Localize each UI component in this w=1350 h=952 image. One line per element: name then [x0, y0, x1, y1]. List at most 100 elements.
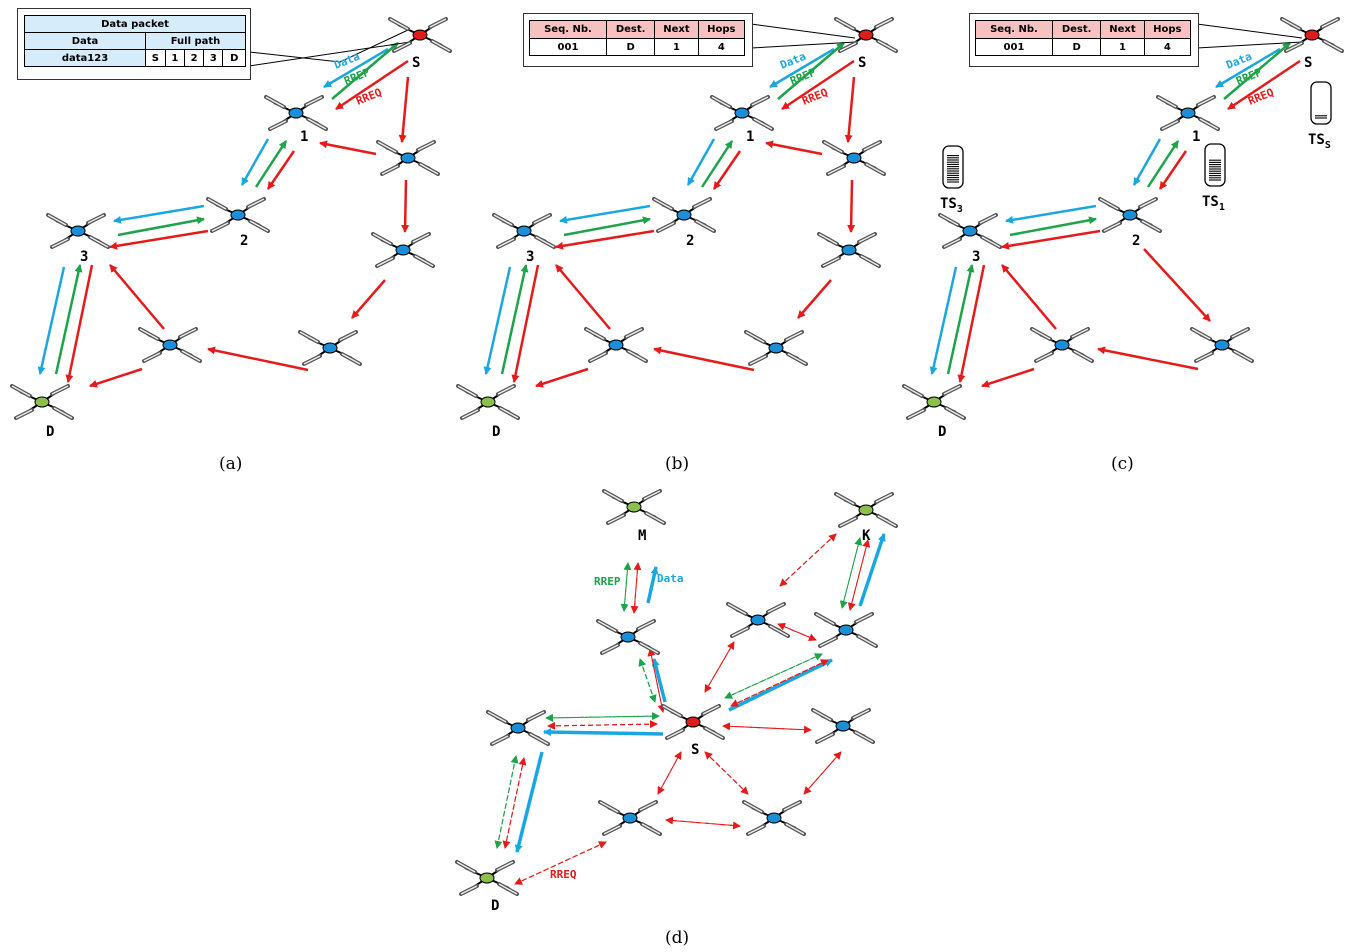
panel-a-drone-dest: [10, 384, 74, 420]
panel-d-drone-dest-k: [834, 492, 898, 528]
buffer-ts-s-label: TSS: [1308, 132, 1331, 151]
panel-d-rreq-arrow-back: [722, 722, 812, 731]
panel-c-drone-relay: [938, 213, 1002, 249]
panel-c-rreq-arrow: [1158, 150, 1188, 190]
panel-d-drone-dest-k-body: [858, 504, 874, 516]
panel-b-rrep-arrow: [563, 216, 651, 237]
cell-seq: 001: [975, 38, 1053, 56]
panel-a-rreq-arrow: [319, 140, 377, 156]
hdr-hops: Hops: [1143, 20, 1192, 39]
panel-d-rrep-arrow-back: [839, 537, 861, 609]
panel-d-rrep-arrow-back: [639, 658, 657, 703]
edges-layer: [37, 23, 1303, 885]
panel-a-rrep-arrow: [254, 140, 288, 188]
panel-b-rreq-label: RREQ: [800, 86, 830, 108]
buffer-ts-1-label: TS1: [1202, 194, 1225, 213]
panel-a-node-label: 3: [80, 249, 88, 265]
panel-b-rreq-arrow: [797, 279, 832, 319]
panel-b-rrep-arrow: [700, 140, 734, 188]
panel-d-drone-source-body: [685, 716, 701, 728]
panel-c-node-label: 1: [1192, 129, 1200, 145]
panel-c-data-arrow: [1215, 47, 1281, 89]
panel-c-rreq-arrow: [1001, 264, 1057, 330]
panel-d-rreq-arrow-back: [665, 816, 741, 827]
panel-a-rreq-arrow: [401, 179, 410, 233]
panel-c-rrep-arrow: [1009, 216, 1097, 237]
panel-b-data-arrow: [686, 138, 716, 186]
panel-d-rrep-arrow: [638, 658, 656, 703]
panel-a-drone-relay: [371, 232, 435, 268]
panel-a-drone-source: [388, 17, 452, 53]
callout-line-c: [1196, 41, 1303, 49]
panel-b-rreq-arrow: [844, 76, 856, 143]
path-hop: 2: [183, 49, 205, 67]
panel-d-rreq-arrow-back: [704, 751, 749, 795]
callout-line-c: [1196, 23, 1303, 39]
panel-c-drone-relay: [1156, 95, 1220, 131]
panel-d-node-label: M: [638, 528, 646, 544]
panel-c-drone-relay-body: [1054, 339, 1070, 351]
panel-b-rreq-arrow: [653, 346, 755, 372]
panel-b-drone-dest-body: [480, 396, 496, 408]
panel-b-node-label: D: [492, 424, 500, 440]
panel-d-drone-relay-body: [622, 812, 638, 824]
data-packet-table: Data packet Data Full path data123 S 1 2 …: [24, 15, 246, 67]
caption-d: (d): [665, 928, 690, 948]
cell-dest: D: [1051, 38, 1102, 56]
callout-line-a: [248, 41, 411, 67]
panel-b-node-label: 3: [526, 249, 534, 265]
panel-b-drone-relay: [817, 232, 881, 268]
panel-d-node-label: K: [862, 528, 871, 544]
panel-a-drone-relay-body: [322, 342, 338, 354]
panel-c-rrep-label: RREP: [1234, 66, 1264, 88]
cell-dest: D: [605, 38, 656, 56]
nodes-layer: [10, 17, 1344, 896]
panel-d-drone-relay: [811, 708, 875, 744]
panel-b-drone-relay: [652, 197, 716, 233]
panel-d-drone-relay-body: [510, 722, 526, 734]
panel-b-drone-source: [834, 17, 898, 53]
panel-b-drone-relay: [710, 95, 774, 131]
panel-c-data-arrow: [1005, 204, 1097, 224]
panel-a-drone-relay: [138, 327, 202, 363]
panel-b-rreq-arrow: [765, 140, 823, 156]
panel-b-drone-relay-body: [676, 209, 692, 221]
panel-d-drone-dest-d: [455, 860, 519, 896]
panel-a-rreq-arrow: [207, 346, 309, 372]
panel-d-rreq-arrow-back: [847, 539, 869, 611]
cell-hops: 4: [1143, 38, 1192, 56]
panel-c-drone-relay-body: [1214, 339, 1230, 351]
path-hop: S: [145, 49, 166, 67]
panel-d-rreq-arrow: [665, 819, 741, 830]
panel-d-rreq-arrow-back: [514, 841, 607, 885]
panel-d-rreq-arrow-back: [504, 757, 527, 849]
panel-b-rreq-arrow: [555, 264, 611, 330]
panel-d-drone-relay-body: [750, 614, 766, 626]
panel-d-drone-dest-d-body: [479, 872, 495, 884]
panel-d-rreq-label: RREQ: [550, 868, 577, 881]
panel-d-data-arrow: [543, 728, 664, 737]
panel-d-data-arrow: [651, 658, 667, 703]
panel-a-drone-relay-body: [230, 209, 246, 221]
panel-b-rreq-arrow: [712, 150, 742, 190]
buffer-ts-s-subscript: S: [1325, 140, 1331, 151]
panel-b-data-arrow: [769, 47, 835, 89]
panel-d-drone-relay-body: [835, 720, 851, 732]
panel-b-drone-relay-body: [516, 225, 532, 237]
panel-b-node-label: S: [858, 55, 866, 71]
panel-c-drone-relay: [1190, 327, 1254, 363]
hdr-next: Next: [1100, 20, 1145, 39]
panel-a-drone-relay: [376, 140, 440, 176]
panel-a-rrep-arrow: [331, 42, 399, 100]
callout-line-b: [750, 23, 856, 39]
panel-b-drone-relay-body: [734, 107, 750, 119]
packet-title: Data packet: [24, 15, 246, 33]
panel-a-rreq-label: RREQ: [354, 86, 384, 108]
panel-a-drone-relay-body: [400, 152, 416, 164]
panel-a-node-label: S: [412, 55, 420, 71]
path-hop: 1: [164, 49, 186, 67]
panel-b-rrep-label: RREP: [788, 66, 818, 88]
panel-a-rreq-arrow: [335, 59, 409, 111]
path-hop: D: [222, 49, 246, 67]
